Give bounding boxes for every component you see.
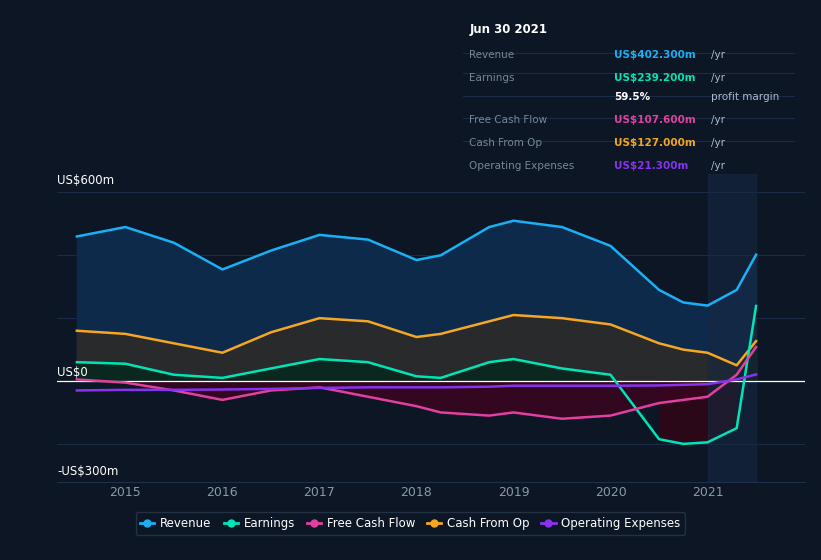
Text: Jun 30 2021: Jun 30 2021	[470, 22, 548, 36]
Text: US$600m: US$600m	[57, 174, 115, 187]
Text: Operating Expenses: Operating Expenses	[470, 161, 575, 171]
Text: US$0: US$0	[57, 366, 88, 379]
Text: Cash From Op: Cash From Op	[470, 138, 543, 148]
Text: US$107.600m: US$107.600m	[614, 115, 696, 125]
Text: Earnings: Earnings	[470, 73, 515, 83]
Text: US$402.300m: US$402.300m	[614, 50, 696, 60]
Text: /yr: /yr	[711, 73, 725, 83]
Text: US$127.000m: US$127.000m	[614, 138, 696, 148]
Legend: Revenue, Earnings, Free Cash Flow, Cash From Op, Operating Expenses: Revenue, Earnings, Free Cash Flow, Cash …	[135, 512, 686, 535]
Text: /yr: /yr	[711, 50, 725, 60]
Text: /yr: /yr	[711, 138, 725, 148]
Text: Free Cash Flow: Free Cash Flow	[470, 115, 548, 125]
Text: 59.5%: 59.5%	[614, 92, 650, 102]
Text: US$239.200m: US$239.200m	[614, 73, 695, 83]
Bar	[708, 174, 756, 482]
Text: US$21.300m: US$21.300m	[614, 161, 689, 171]
Text: /yr: /yr	[711, 115, 725, 125]
Text: /yr: /yr	[711, 161, 725, 171]
Text: profit margin: profit margin	[711, 92, 779, 102]
Text: -US$300m: -US$300m	[57, 465, 119, 478]
Text: Revenue: Revenue	[470, 50, 515, 60]
